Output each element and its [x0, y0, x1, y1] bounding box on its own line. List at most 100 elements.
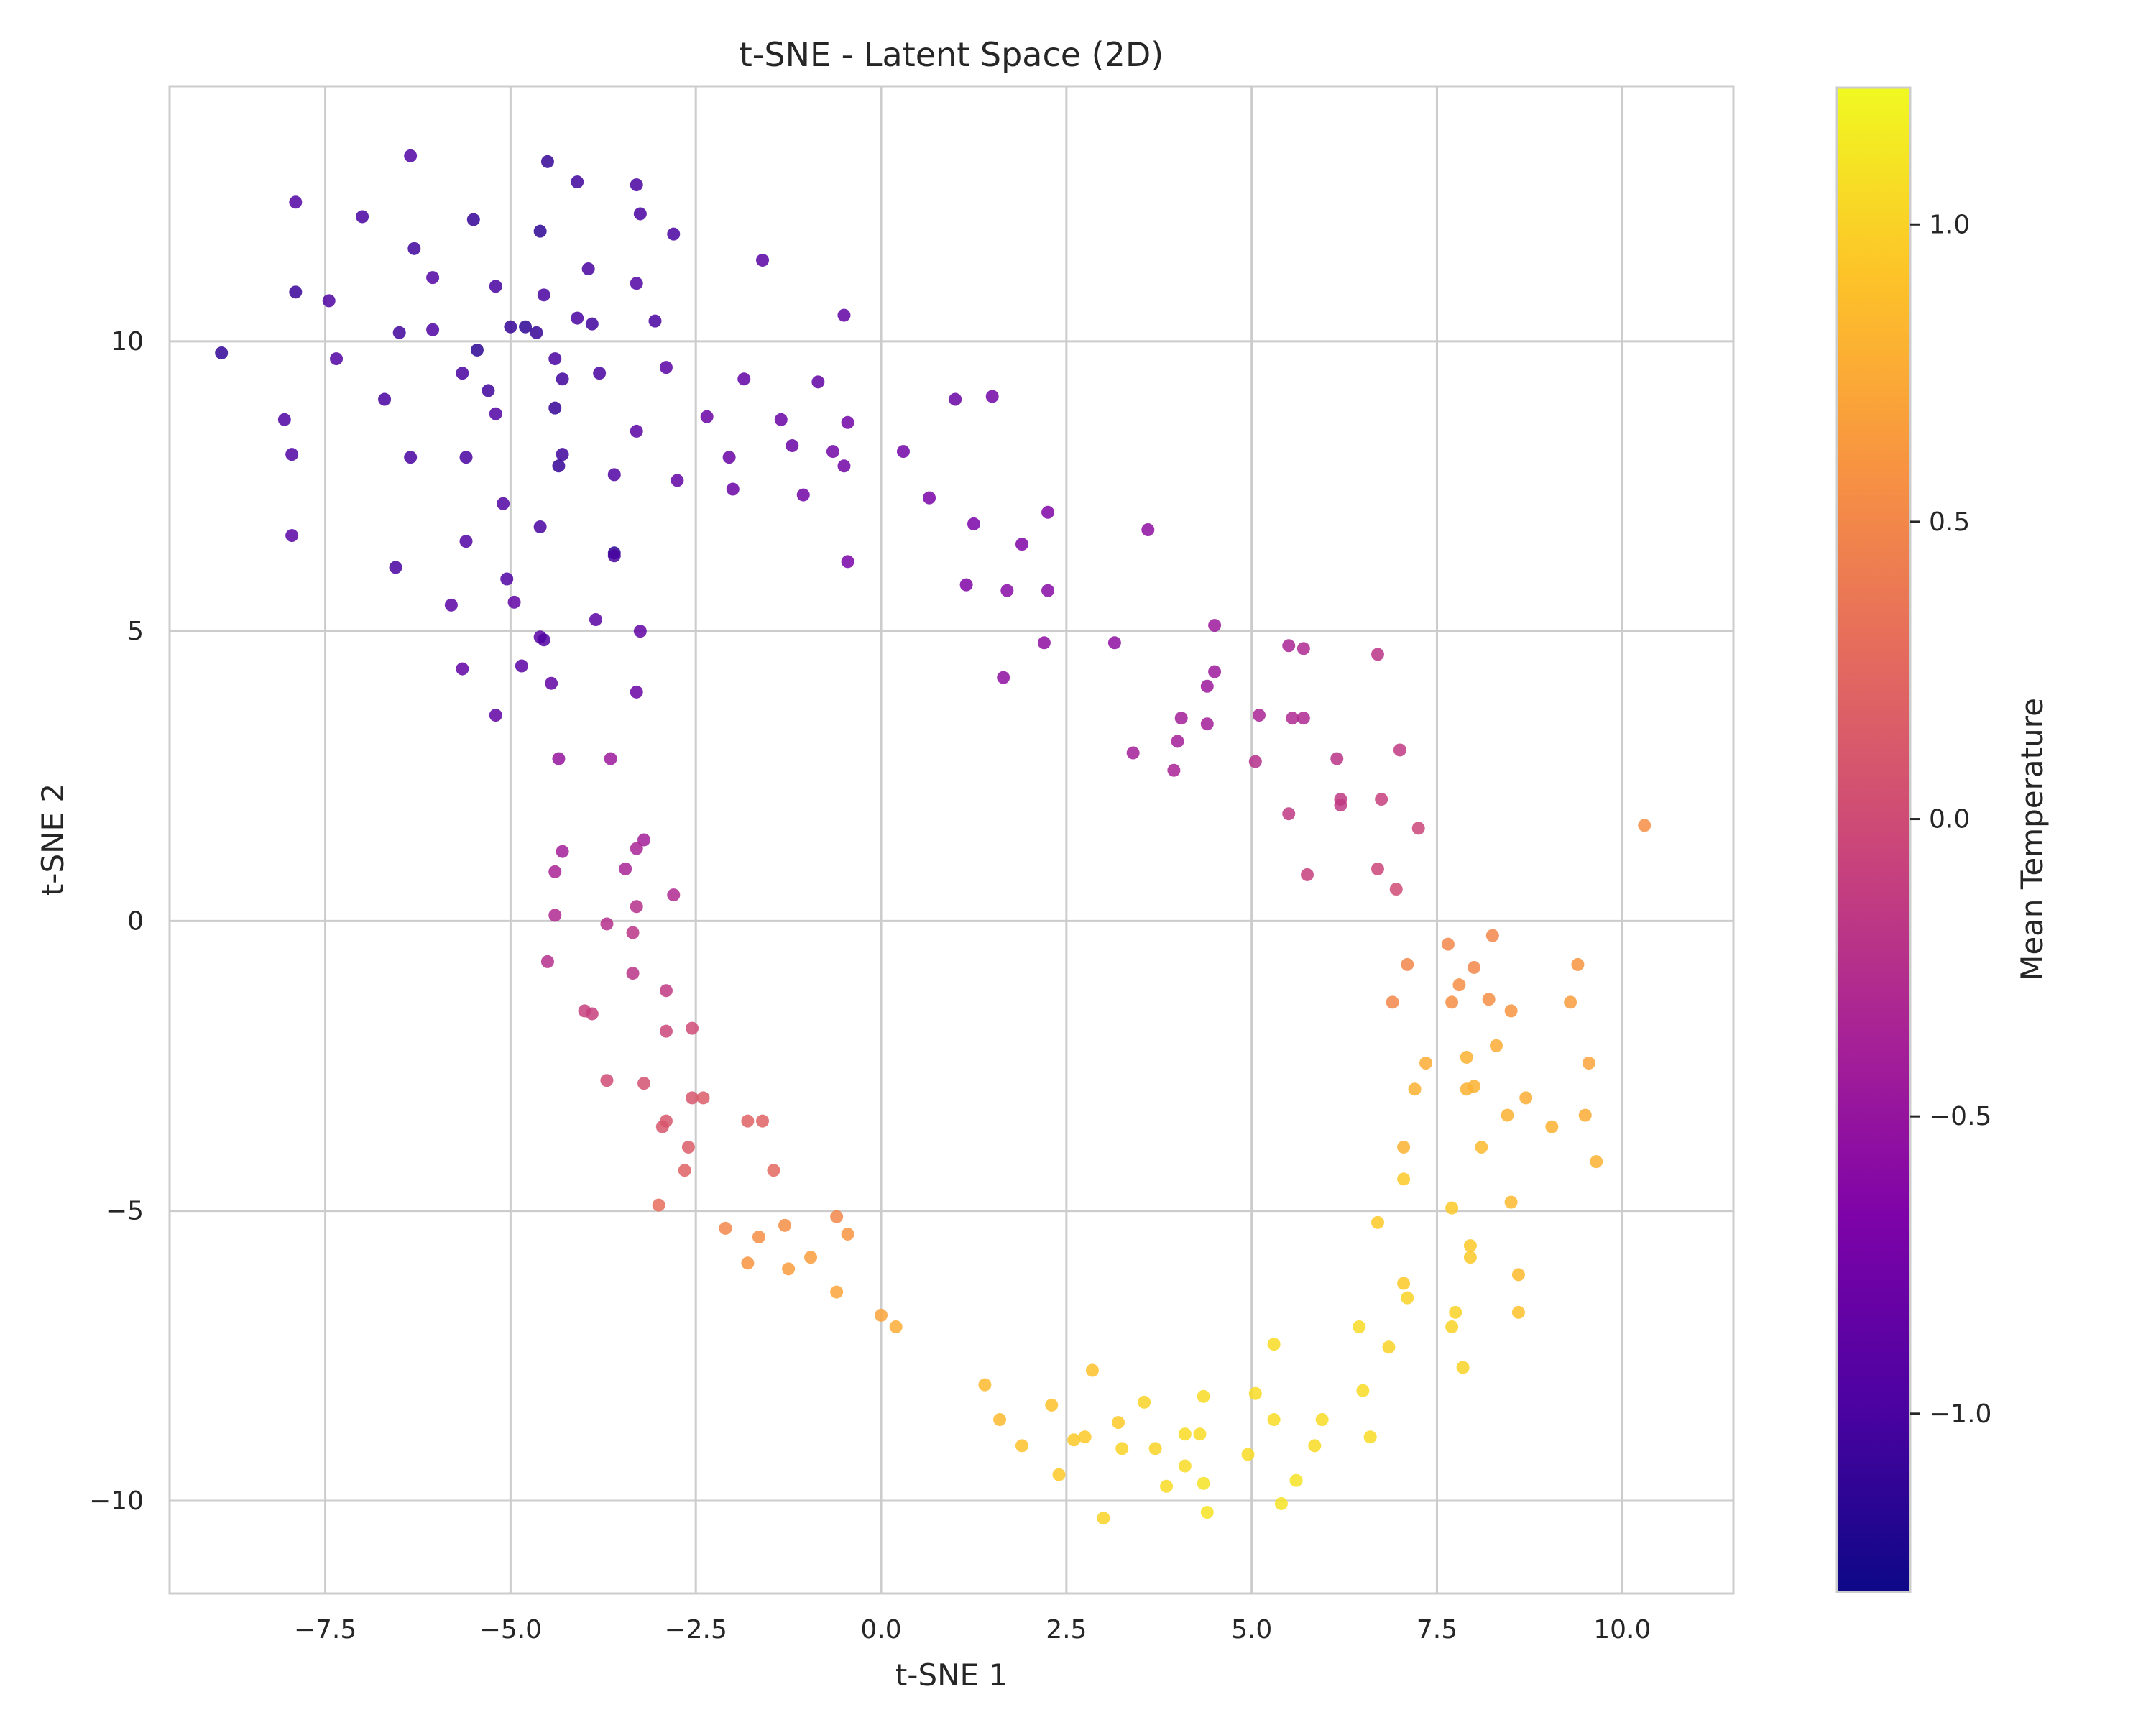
scatter-point [519, 320, 533, 334]
scatter-point [466, 213, 480, 226]
scatter-point [548, 865, 562, 878]
scatter-point [1463, 1251, 1477, 1264]
colorbar-tick-label: 1.0 [1929, 210, 1970, 239]
scatter-point [637, 833, 651, 847]
scatter-point [741, 1256, 755, 1270]
scatter-point [678, 1164, 691, 1177]
x-tick-label: −7.5 [294, 1615, 356, 1644]
scatter-point [1037, 636, 1051, 650]
scatter-point [215, 346, 229, 360]
scatter-point [756, 253, 770, 267]
scatter-point [552, 459, 566, 473]
scatter-point [1112, 1416, 1125, 1430]
scatter-point [515, 659, 528, 673]
scatter-point [1267, 1338, 1281, 1351]
grid-lines [170, 86, 1733, 1593]
scatter-point [533, 224, 547, 238]
scatter-point [1353, 1320, 1366, 1333]
scatter-point [1107, 636, 1121, 650]
scatter-point [571, 175, 584, 189]
scatter-point [1115, 1442, 1129, 1455]
scatter-point [837, 459, 851, 473]
scatter-point [1174, 712, 1188, 725]
scatter-point [633, 207, 647, 221]
colorbar-label: Mean Temperature [2014, 698, 2050, 981]
scatter-point [1456, 1361, 1470, 1374]
scatter-point [1252, 709, 1266, 722]
x-tick-labels: −7.5 −5.0 −2.5 0.0 2.5 5.0 7.5 10.0 [294, 1615, 1651, 1644]
scatter-point [1419, 1057, 1433, 1070]
y-tick-label: 10 [111, 327, 144, 356]
scatter-point [786, 439, 799, 453]
scatter-point [978, 1378, 992, 1392]
scatter-point [585, 317, 599, 331]
scatter-point [1041, 505, 1055, 519]
scatter-point [1370, 648, 1384, 661]
x-tick-label: −5.0 [479, 1615, 542, 1644]
scatter-point [837, 308, 851, 322]
scatter-point [1511, 1268, 1525, 1282]
scatter-point [1296, 712, 1310, 725]
colorbar-ticks: −1.0 −0.5 0.0 0.5 1.0 [1910, 210, 1991, 1429]
x-tick-label: 0.0 [860, 1615, 901, 1644]
scatter-point [1178, 1459, 1192, 1473]
scatter-point [811, 375, 825, 389]
scatter-point [1445, 1201, 1459, 1215]
x-tick-label: 10.0 [1593, 1615, 1651, 1644]
scatter-point [489, 407, 502, 420]
scatter-point [1386, 995, 1399, 1009]
scatter-point [1397, 1140, 1411, 1154]
scatter-point [1482, 993, 1496, 1006]
scatter-point [548, 401, 562, 415]
scatter-point [630, 842, 643, 855]
scatter-point [830, 1210, 844, 1223]
scatter-point [626, 967, 640, 980]
scatter-point [630, 900, 643, 914]
scatter-point [1067, 1433, 1081, 1447]
scatter-point [1330, 752, 1344, 765]
scatter-point [993, 1413, 1007, 1427]
scatter-point [1308, 1439, 1322, 1453]
scatter-point [1085, 1363, 1099, 1377]
y-tick-label: 5 [127, 617, 144, 646]
scatter-point [923, 491, 936, 505]
scatter-point [1375, 793, 1388, 806]
scatter-point [1097, 1512, 1110, 1525]
scatter-point [671, 474, 684, 487]
scatter-point [407, 242, 421, 255]
scatter-point [667, 888, 681, 902]
scatter-point [767, 1164, 780, 1177]
scatter-point [1397, 1172, 1411, 1186]
scatter-point [1389, 883, 1403, 896]
scatter-point [548, 352, 562, 366]
scatter-point [696, 1091, 710, 1105]
scatter-point [604, 752, 617, 765]
scatter-point [537, 633, 550, 647]
scatter-point [630, 685, 643, 699]
scatter-point [841, 1227, 854, 1241]
scatter-point [1489, 1039, 1503, 1052]
scatter-point [1315, 1413, 1329, 1427]
scatter-point [1148, 1442, 1162, 1455]
scatter-point [1397, 1276, 1411, 1290]
scatter-point [1571, 957, 1585, 971]
scatter-point [1200, 717, 1214, 731]
scatter-point [997, 671, 1010, 684]
x-tick-label: 5.0 [1231, 1615, 1272, 1644]
scatter-point [289, 196, 303, 209]
scatter-point [1449, 1305, 1462, 1319]
scatter-point [1445, 995, 1459, 1009]
scatter-point [607, 468, 621, 482]
scatter-point [404, 149, 418, 162]
x-tick-label: 7.5 [1416, 1615, 1457, 1644]
scatter-point [1241, 1448, 1255, 1461]
scatter-point [1197, 1476, 1210, 1490]
scatter-point [497, 497, 510, 510]
scatter-point [774, 413, 788, 426]
scatter-point [1000, 584, 1014, 597]
scatter-point [630, 277, 643, 290]
scatter-point [1564, 995, 1577, 1009]
scatter-point [1171, 735, 1184, 748]
scatter-point [459, 535, 473, 548]
